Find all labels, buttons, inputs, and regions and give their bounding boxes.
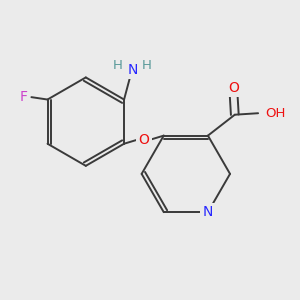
Text: H: H: [113, 59, 123, 72]
Text: N: N: [203, 205, 213, 219]
Text: O: O: [139, 133, 149, 147]
Text: OH: OH: [265, 107, 286, 120]
Text: N: N: [128, 63, 138, 77]
Text: H: H: [142, 59, 152, 72]
Text: F: F: [20, 90, 28, 104]
Text: O: O: [228, 81, 239, 95]
